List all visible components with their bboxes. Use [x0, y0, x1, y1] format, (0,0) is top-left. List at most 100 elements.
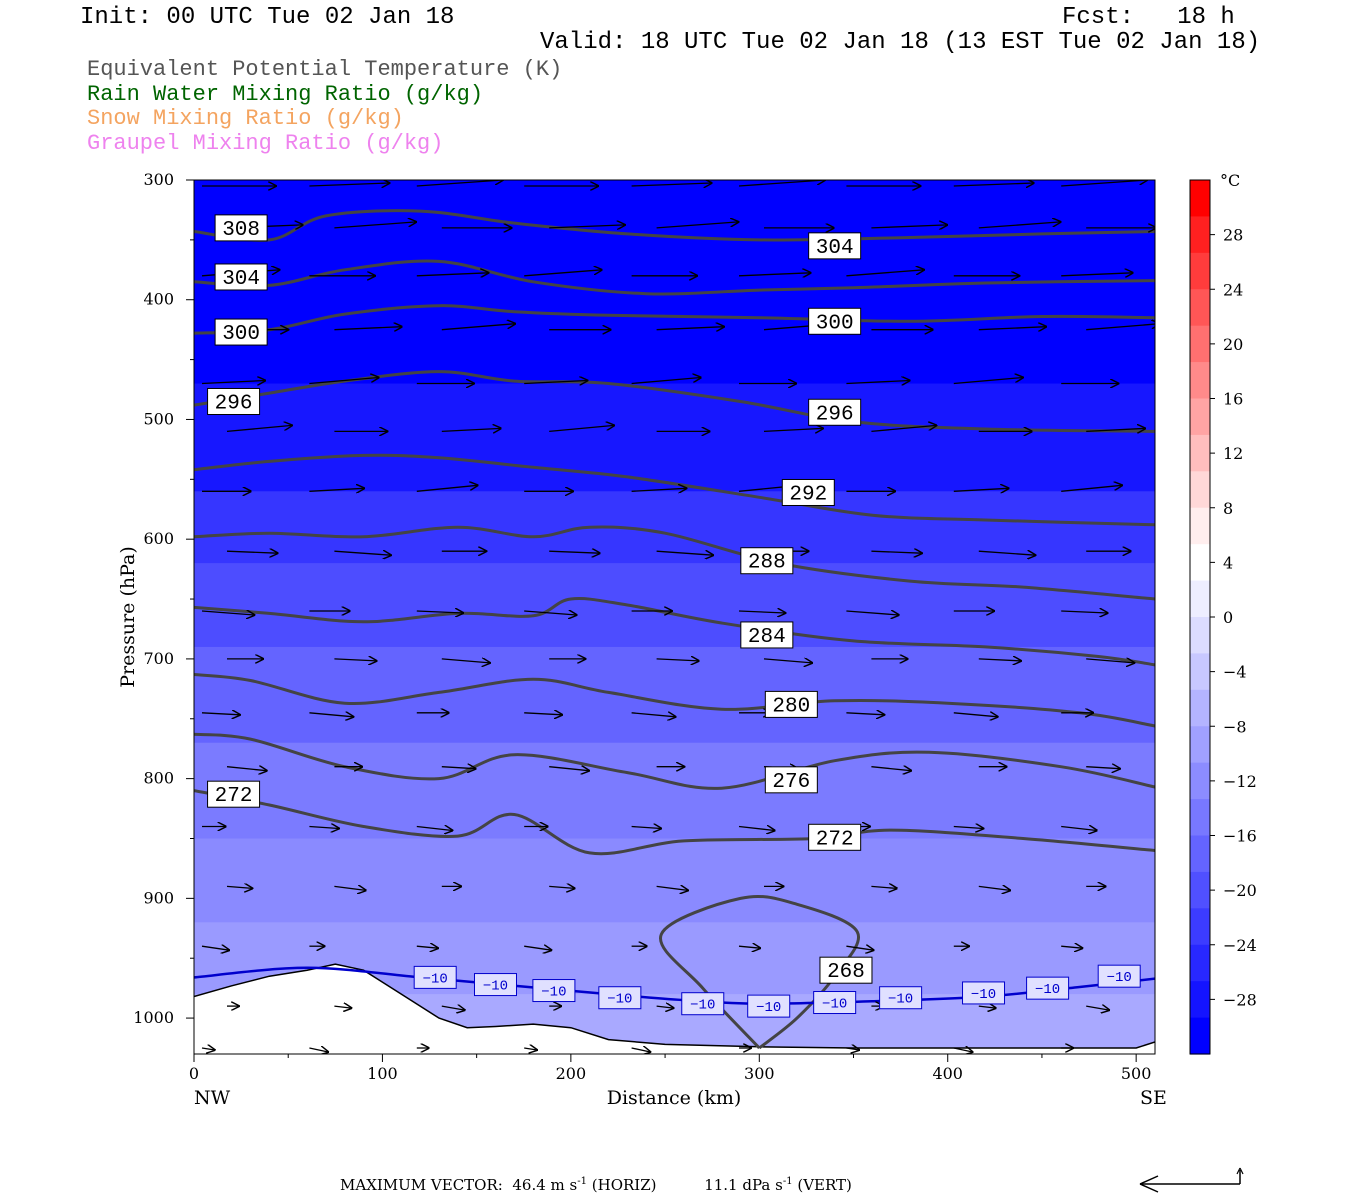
wind-vector [524, 1048, 537, 1050]
wind-vector [309, 713, 353, 717]
wind-vector [1086, 767, 1120, 769]
isotherm-label-box [681, 992, 725, 1016]
wind-vector [1061, 611, 1107, 613]
colorbar-swatch [1190, 799, 1210, 837]
theta-e-contour-292 [194, 453, 1155, 527]
colorbar-tick-label: −12 [1223, 772, 1257, 791]
colorbar-swatch [1190, 981, 1210, 1019]
wind-vector [656, 222, 739, 229]
isotherm-label-box [1026, 976, 1070, 1000]
wind-vector [656, 659, 699, 661]
colorbar-swatch [1190, 617, 1210, 655]
wind-vector [1061, 827, 1097, 831]
wind-vector [953, 378, 1023, 385]
isotherm-label-box [413, 965, 457, 989]
wind-vector [871, 551, 922, 553]
wind-vector [416, 946, 438, 948]
isotherm-label-minus10: −10 [483, 979, 508, 995]
colorbar-swatch [1190, 871, 1210, 909]
legend-rain-water: Rain Water Mixing Ratio (g/kg) [87, 82, 484, 107]
x-tick-label: 200 [556, 1064, 587, 1083]
max-vector-label: MAXIMUM VECTOR: [340, 1176, 503, 1194]
isotherm-label-box [598, 986, 642, 1010]
colorbar-swatch [1190, 180, 1210, 218]
wind-vector [524, 381, 587, 384]
contour-label-box [808, 823, 862, 851]
colorbar-swatch [1190, 835, 1210, 873]
wind-vector [201, 611, 254, 615]
y-tick-label: 700 [143, 649, 174, 668]
horiz-exp: -1 [577, 1176, 587, 1187]
wind-vector [441, 324, 515, 331]
contour-label-box [214, 318, 268, 346]
wind-vector [846, 381, 909, 384]
contour-label-300: 300 [222, 323, 260, 346]
theta-e-contour-300 [194, 304, 1155, 335]
terrain [194, 963, 1155, 1054]
colorbar-swatch [1190, 325, 1210, 363]
colorbar-tick-label: 4 [1223, 553, 1233, 572]
colorbar-swatch [1190, 762, 1210, 800]
colorbar-swatch [1190, 252, 1210, 290]
wind-vector [978, 659, 1021, 661]
wind-vector [978, 551, 1036, 555]
colorbar: °C 28 24 20 16 12 8 4 0 −4 −8 −12 −16 −20 −24 −28 [1189, 171, 1257, 1055]
contour-label-box [781, 478, 835, 506]
wind-vector [738, 827, 775, 831]
wind-vector [226, 551, 278, 553]
plot-frame [193, 179, 1156, 1055]
wind-vector [524, 270, 602, 277]
wind-vector [334, 222, 416, 229]
vert-value: 11.1 dPa s [704, 1176, 783, 1194]
isotherm-label-minus10: −10 [756, 1000, 781, 1016]
wind-vector [549, 225, 625, 228]
colorbar-tick-label: −16 [1223, 827, 1257, 846]
wind-vector [416, 485, 478, 492]
contour-labels: 308 304 300 296 304 300 296 292 288 284 280 276 272 2… [207, 214, 873, 984]
wind-vector [656, 886, 688, 890]
wind-vector [846, 713, 884, 715]
contour-label-304: 304 [816, 237, 854, 260]
wind-vector [953, 183, 1034, 186]
y-tick-label: 400 [143, 290, 174, 309]
isotherm-label-box [962, 981, 1006, 1005]
contour-label-box [740, 621, 794, 649]
wind-vector [738, 946, 760, 948]
horiz-value: 46.4 m s [512, 1176, 578, 1194]
wind-vector [334, 659, 376, 661]
max-vector-caption: MAXIMUM VECTOR: 46.4 m s-1 (HORIZ) 11.1 … [340, 1176, 852, 1194]
wind-vector [309, 827, 339, 829]
wind-vector [1061, 946, 1082, 948]
y-tick-label: 900 [143, 888, 174, 907]
theta-e-contour-304 [194, 259, 1155, 296]
y-tick-label: 300 [143, 170, 174, 189]
wind-vector [416, 180, 503, 187]
colorbar-swatch [1190, 471, 1210, 509]
wind-vector [226, 767, 267, 771]
wind-vector [334, 1006, 351, 1008]
contour-label-280: 280 [772, 695, 810, 718]
max-vector-arrow [1139, 1167, 1244, 1193]
wind-vector [871, 225, 947, 228]
wind-vector [441, 767, 476, 769]
wind-vector [309, 183, 389, 186]
contour-label-292: 292 [789, 483, 827, 506]
forecast-hour-label: Fcst: 18 h [1062, 4, 1235, 31]
wind-vector [334, 327, 401, 330]
colorbar-tick-label: 20 [1223, 335, 1243, 354]
contour-label-box [808, 232, 862, 260]
contour-label-272: 272 [215, 785, 253, 808]
wind-vector [871, 886, 896, 888]
contour-label-box [207, 780, 261, 808]
x-end-label-se: SE [1140, 1087, 1167, 1109]
isotherm-label-minus10: −10 [888, 992, 913, 1008]
wind-vector [416, 273, 489, 276]
colorbar-tick-label: −8 [1223, 717, 1247, 736]
colorbar-swatch [1190, 653, 1210, 691]
wind-vector [1061, 485, 1122, 492]
shade-band [194, 838, 1155, 924]
theta-e-contour-280 [194, 673, 1155, 728]
colorbar-swatch [1190, 289, 1210, 327]
wind-vector [309, 488, 364, 491]
contour-label-276: 276 [772, 771, 810, 794]
